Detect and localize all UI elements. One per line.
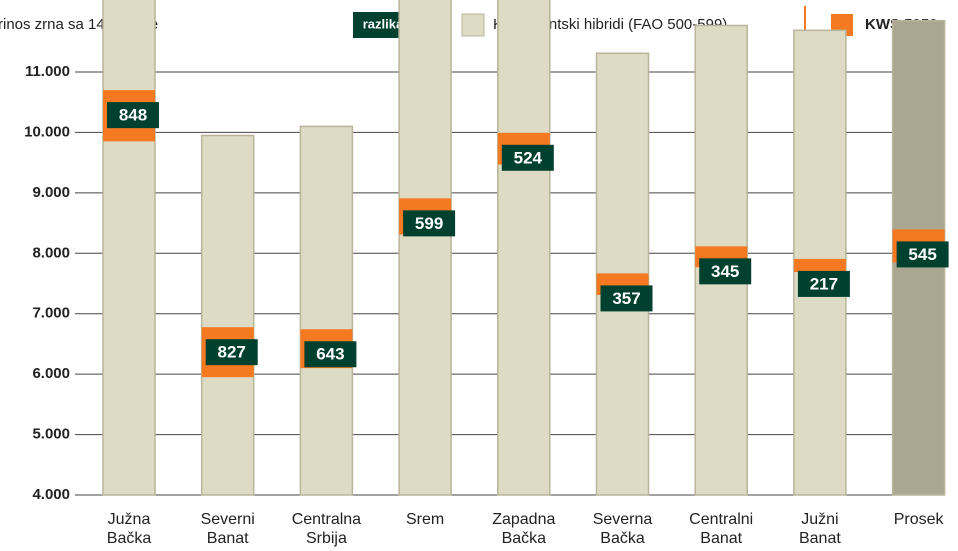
legend-label: Konkurentski hibridi (FAO 500-599) — [493, 16, 727, 33]
data-label: 545 — [908, 245, 936, 264]
data-label-box — [403, 210, 456, 237]
y-tick-label: 9.000 — [32, 184, 70, 201]
x-tick-label: Južna Bačka — [106, 511, 152, 547]
x-tick-label: Prosek — [893, 511, 944, 528]
x-tick-label: Centralna Srbija — [291, 511, 362, 547]
data-label-box — [107, 102, 159, 129]
data-label-box — [205, 339, 258, 366]
data-label: 217 — [810, 274, 838, 293]
data-label: 848 — [119, 106, 147, 125]
x-tick-label: Severna Bačka — [592, 511, 653, 547]
data-label: 524 — [514, 148, 543, 167]
x-tick-label: Južni Banat — [798, 511, 841, 547]
data-label: 345 — [711, 262, 739, 281]
y-tick-label: 5.000 — [32, 426, 70, 443]
base-bar — [398, 0, 452, 496]
data-label: 827 — [218, 343, 246, 362]
data-label-box — [699, 258, 752, 285]
base-bar — [299, 125, 354, 496]
data-label: 643 — [316, 345, 344, 364]
x-tick-label: Severni Banat — [200, 511, 255, 547]
y-tick-label: 6.000 — [32, 365, 70, 382]
data-label: 357 — [612, 289, 640, 308]
legend-swatch — [461, 13, 485, 37]
y-tick-label: 11.000 — [25, 63, 70, 80]
data-label-box — [896, 241, 949, 268]
base-bar — [200, 134, 255, 496]
y-tick-label: 7.000 — [32, 305, 70, 322]
x-tick-label: Srem — [405, 511, 445, 528]
data-label-box — [797, 270, 850, 297]
data-label-box — [501, 144, 554, 171]
x-tick-label: Zapadna Bačka — [492, 511, 556, 547]
data-label-box — [600, 285, 653, 312]
difference-bar — [793, 258, 846, 273]
base-bar — [497, 0, 551, 496]
y-tick-label: 10.000 — [24, 123, 70, 140]
legend-difference-label: razlika — [363, 16, 404, 31]
base-bar — [102, 0, 156, 496]
x-tick-label: Centralni Banat — [689, 511, 754, 547]
data-label: 599 — [415, 214, 443, 233]
data-label-box — [304, 341, 357, 368]
y-tick-label: 8.000 — [32, 244, 70, 261]
y-tick-label: 4.000 — [32, 486, 70, 503]
